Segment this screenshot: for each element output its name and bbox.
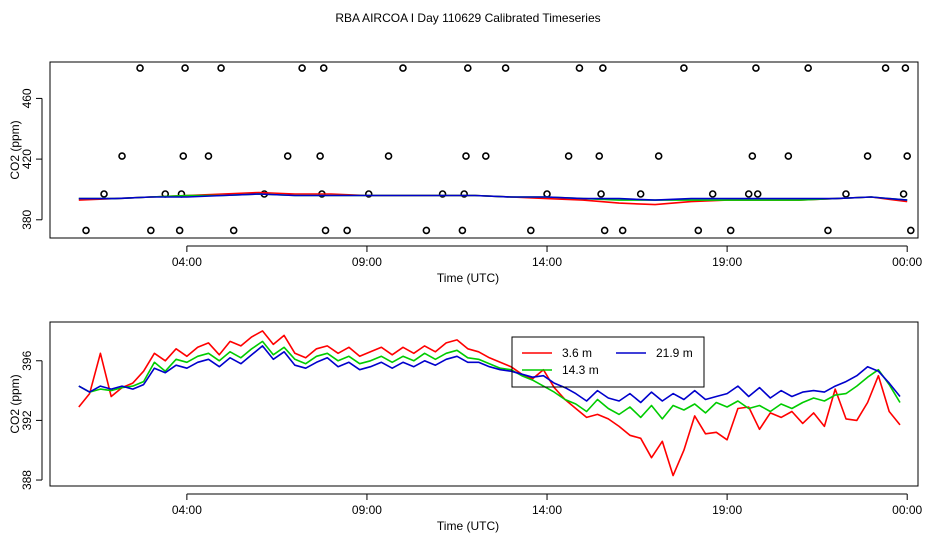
calibration-point bbox=[599, 64, 607, 72]
calibration-point bbox=[283, 152, 292, 160]
x-tick-label: 00:00 bbox=[892, 503, 922, 517]
calibration-point bbox=[543, 190, 551, 198]
calibration-point bbox=[597, 190, 605, 198]
calibration-point bbox=[618, 226, 627, 235]
series-line-3-6-m bbox=[78, 330, 901, 477]
x-tick-label: 04:00 bbox=[172, 503, 202, 517]
calibration-point bbox=[694, 226, 703, 235]
calibration-point bbox=[422, 226, 431, 235]
x-tick-label: 19:00 bbox=[712, 503, 742, 517]
x-tick-label: 09:00 bbox=[352, 503, 382, 517]
calibration-point bbox=[842, 190, 850, 198]
x-tick-label: 04:00 bbox=[172, 255, 202, 269]
series-line-21-9-m bbox=[78, 193, 908, 201]
y-axis-label: CO2 (ppm) bbox=[8, 374, 22, 433]
calibration-point bbox=[82, 226, 90, 235]
calibration-point bbox=[752, 64, 760, 72]
calibration-point bbox=[136, 64, 144, 72]
calibration-point bbox=[298, 64, 306, 72]
calibration-point bbox=[863, 152, 872, 160]
calibration-point bbox=[804, 64, 812, 72]
calibration-point bbox=[181, 64, 189, 72]
calibration-point bbox=[462, 152, 470, 160]
x-tick-label: 19:00 bbox=[712, 255, 742, 269]
calibration-point bbox=[179, 152, 188, 160]
calibration-point bbox=[575, 64, 584, 72]
calibration-point bbox=[399, 64, 407, 72]
calibration-point bbox=[458, 226, 467, 235]
y-tick-label: 460 bbox=[20, 88, 34, 108]
series-line-21-9-m bbox=[78, 345, 901, 404]
calibration-point bbox=[217, 64, 225, 72]
plot-frame bbox=[49, 61, 919, 239]
calibration-point bbox=[147, 226, 155, 235]
y-tick-label: 392 bbox=[20, 410, 34, 430]
calibration-point bbox=[364, 190, 373, 198]
calibration-point bbox=[881, 64, 890, 72]
calibration-point bbox=[527, 226, 535, 235]
legend-label-21-9-m: 21.9 m bbox=[656, 346, 693, 360]
top-panel: 04:00 09:00 14:00 19:00 00:00 Time (UTC) 380 42… bbox=[8, 61, 923, 285]
calibration-point bbox=[784, 152, 793, 160]
x-tick-label: 14:00 bbox=[532, 503, 562, 517]
y-axis-label: CO2 (ppm) bbox=[8, 120, 22, 179]
calibration-point bbox=[319, 64, 328, 72]
calibration-point bbox=[899, 190, 908, 198]
calibration-point bbox=[316, 152, 324, 160]
plot-frame bbox=[49, 321, 919, 487]
y-tick-label: 380 bbox=[20, 209, 34, 229]
calibration-point bbox=[501, 64, 510, 72]
calibration-point bbox=[321, 226, 330, 235]
calibration-point bbox=[100, 190, 108, 198]
legend-box bbox=[511, 336, 705, 388]
y-tick-label: 388 bbox=[20, 470, 34, 490]
calibration-point bbox=[438, 190, 447, 198]
calibration-point bbox=[463, 64, 472, 72]
calibration-point bbox=[460, 190, 468, 198]
calibration-point bbox=[753, 190, 762, 198]
calibration-point bbox=[654, 152, 663, 160]
x-axis-label: Time (UTC) bbox=[437, 519, 499, 533]
calibration-point bbox=[744, 190, 753, 198]
calibration-point bbox=[595, 152, 604, 160]
calibration-point bbox=[748, 152, 757, 160]
calibration-point bbox=[903, 152, 911, 160]
calibration-point bbox=[384, 152, 393, 160]
calibration-point bbox=[906, 226, 915, 235]
x-tick-label: 00:00 bbox=[892, 255, 922, 269]
legend-label-14-3-m: 14.3 m bbox=[562, 363, 599, 377]
calibration-point bbox=[343, 226, 351, 235]
figure-title: RBA AIRCOA I Day 110629 Calibrated Times… bbox=[335, 11, 600, 25]
x-axis-label: Time (UTC) bbox=[437, 271, 499, 285]
calibration-point bbox=[708, 190, 717, 198]
calibration-point bbox=[204, 152, 213, 160]
x-tick-label: 09:00 bbox=[352, 255, 382, 269]
calibration-point bbox=[824, 226, 832, 235]
y-tick-label: 396 bbox=[20, 350, 34, 370]
calibration-point bbox=[482, 152, 490, 160]
calibration-point bbox=[600, 226, 609, 235]
bottom-panel: 04:00 09:00 14:00 19:00 00:00 Time (UTC) 388 39… bbox=[8, 321, 923, 533]
calibration-point bbox=[229, 226, 238, 235]
legend-label-3-6-m: 3.6 m bbox=[562, 346, 592, 360]
series-line-14-3-m bbox=[78, 340, 901, 420]
calibration-point bbox=[175, 226, 184, 235]
calibration-point bbox=[726, 226, 735, 235]
calibration-point bbox=[901, 64, 910, 72]
calibration-point bbox=[564, 152, 573, 160]
y-tick-label: 420 bbox=[20, 149, 34, 169]
x-tick-label: 14:00 bbox=[532, 255, 562, 269]
calibration-point bbox=[636, 190, 645, 198]
calibration-point bbox=[680, 64, 688, 72]
calibration-point bbox=[118, 152, 126, 160]
